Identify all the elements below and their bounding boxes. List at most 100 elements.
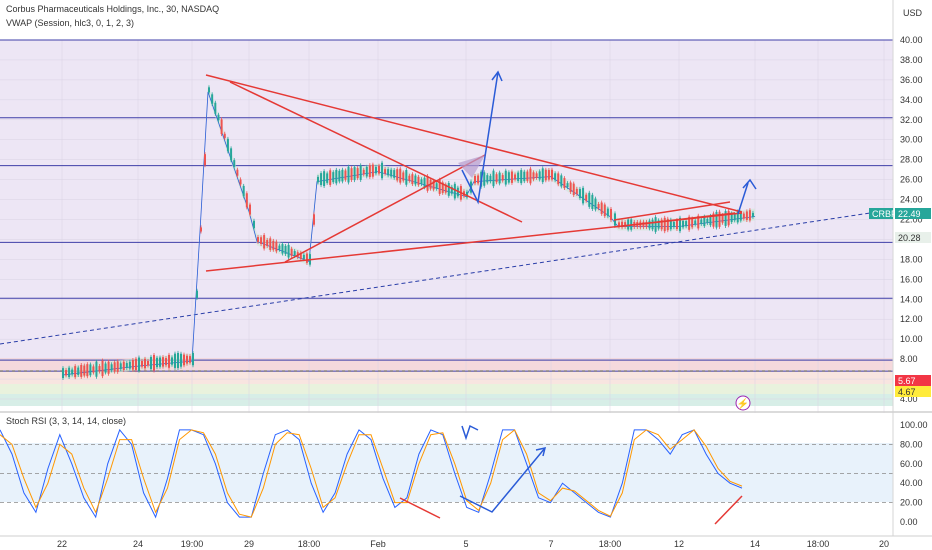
candle-body[interactable] <box>65 370 68 376</box>
candle-body[interactable] <box>691 218 694 228</box>
time-axis[interactable]: 22 24 19:00 29 18:00 Feb 5 7 18:00 12 14 18:00 20 <box>57 539 889 549</box>
candle-body[interactable] <box>578 188 581 199</box>
candle-body[interactable] <box>107 361 110 374</box>
candle-body[interactable] <box>624 222 627 227</box>
candle-body[interactable] <box>411 174 414 185</box>
candle-body[interactable] <box>98 366 101 372</box>
candle-body[interactable] <box>742 213 745 219</box>
candle-body[interactable] <box>125 363 128 369</box>
candle-body[interactable] <box>727 210 730 226</box>
candle-body[interactable] <box>242 185 245 197</box>
candle-body[interactable] <box>510 171 513 183</box>
small-breakout-arrow[interactable] <box>737 182 749 215</box>
lightning-icon[interactable] <box>735 395 751 411</box>
candle-body[interactable] <box>211 94 214 104</box>
candle-body[interactable] <box>402 172 405 181</box>
candle-body[interactable] <box>523 171 526 182</box>
candle-body[interactable] <box>414 175 417 185</box>
small-wedge-upper[interactable] <box>613 201 731 221</box>
candle-body[interactable] <box>317 176 319 183</box>
price-tag[interactable] <box>869 208 893 219</box>
candle-body[interactable] <box>694 220 697 225</box>
candles[interactable] <box>62 85 754 381</box>
candle-body[interactable] <box>299 252 302 259</box>
candle-body[interactable] <box>721 215 724 223</box>
candle-body[interactable] <box>150 356 152 370</box>
candle-body[interactable] <box>600 202 603 214</box>
candle-body[interactable] <box>359 165 362 180</box>
candle-body[interactable] <box>408 175 411 181</box>
candle-body[interactable] <box>77 367 80 375</box>
candle-body[interactable] <box>651 219 654 230</box>
candle-body[interactable] <box>654 217 657 232</box>
candle-body[interactable] <box>233 160 236 167</box>
rsi-divergence-red-2[interactable] <box>714 495 743 525</box>
candle-body[interactable] <box>365 166 368 177</box>
candle-body[interactable] <box>156 357 158 368</box>
candle-body[interactable] <box>504 170 507 185</box>
candle-body[interactable] <box>393 170 396 178</box>
candle-body[interactable] <box>498 172 501 184</box>
candle-body[interactable] <box>323 171 326 187</box>
candle-body[interactable] <box>326 173 329 183</box>
candle-body[interactable] <box>253 220 255 229</box>
candle-body[interactable] <box>529 168 532 184</box>
candle-body[interactable] <box>217 114 220 121</box>
candle-body[interactable] <box>347 166 350 183</box>
candle-body[interactable] <box>214 102 217 114</box>
small-wedge-lower[interactable] <box>613 212 736 228</box>
candle-body[interactable] <box>192 352 194 366</box>
candle-body[interactable] <box>474 175 476 184</box>
candle-body[interactable] <box>71 369 74 375</box>
candle-body[interactable] <box>441 182 444 193</box>
candle-body[interactable] <box>329 170 332 185</box>
candle-body[interactable] <box>672 221 675 228</box>
candle-body[interactable] <box>532 172 535 180</box>
candle-body[interactable] <box>174 353 176 368</box>
candle-body[interactable] <box>700 219 703 224</box>
candle-body[interactable] <box>226 138 229 152</box>
candle-body[interactable] <box>387 169 390 176</box>
candle-body[interactable] <box>275 241 278 252</box>
candle-body[interactable] <box>610 208 612 221</box>
projection-arrows[interactable] <box>461 70 757 215</box>
rsi-annotations[interactable] <box>399 424 743 525</box>
candle-body[interactable] <box>335 169 338 184</box>
candle-body[interactable] <box>101 360 104 377</box>
candle-body[interactable] <box>302 254 305 260</box>
candle-body[interactable] <box>278 245 281 250</box>
candle-body[interactable] <box>703 216 706 226</box>
candle-body[interactable] <box>423 177 426 188</box>
candle-body[interactable] <box>338 170 341 182</box>
candle-body[interactable] <box>627 219 630 230</box>
candle-body[interactable] <box>591 194 594 210</box>
candle-body[interactable] <box>162 357 164 367</box>
candle-body[interactable] <box>501 175 504 181</box>
candle-body[interactable] <box>171 357 173 365</box>
candle-body[interactable] <box>305 253 308 263</box>
candle-body[interactable] <box>362 169 365 175</box>
candle-body[interactable] <box>657 220 660 229</box>
candle-body[interactable] <box>426 175 429 191</box>
candle-body[interactable] <box>284 245 287 255</box>
candle-body[interactable] <box>249 204 251 215</box>
candle-body[interactable] <box>417 176 420 185</box>
candle-body[interactable] <box>733 214 736 221</box>
candle-body[interactable] <box>89 364 92 376</box>
candle-body[interactable] <box>569 182 572 192</box>
candle-body[interactable] <box>350 168 353 181</box>
candle-body[interactable] <box>551 169 553 180</box>
candle-body[interactable] <box>119 363 122 370</box>
candle-body[interactable] <box>544 169 547 181</box>
price-tag[interactable] <box>895 208 931 219</box>
candle-body[interactable] <box>144 358 146 369</box>
candle-body[interactable] <box>266 239 269 246</box>
candle-body[interactable] <box>147 360 149 366</box>
candle-body[interactable] <box>492 170 495 187</box>
candle-body[interactable] <box>272 240 275 250</box>
candle-body[interactable] <box>208 87 210 93</box>
candle-body[interactable] <box>724 211 727 226</box>
candle-body[interactable] <box>405 170 408 185</box>
candle-body[interactable] <box>287 244 290 258</box>
candle-body[interactable] <box>196 290 198 298</box>
